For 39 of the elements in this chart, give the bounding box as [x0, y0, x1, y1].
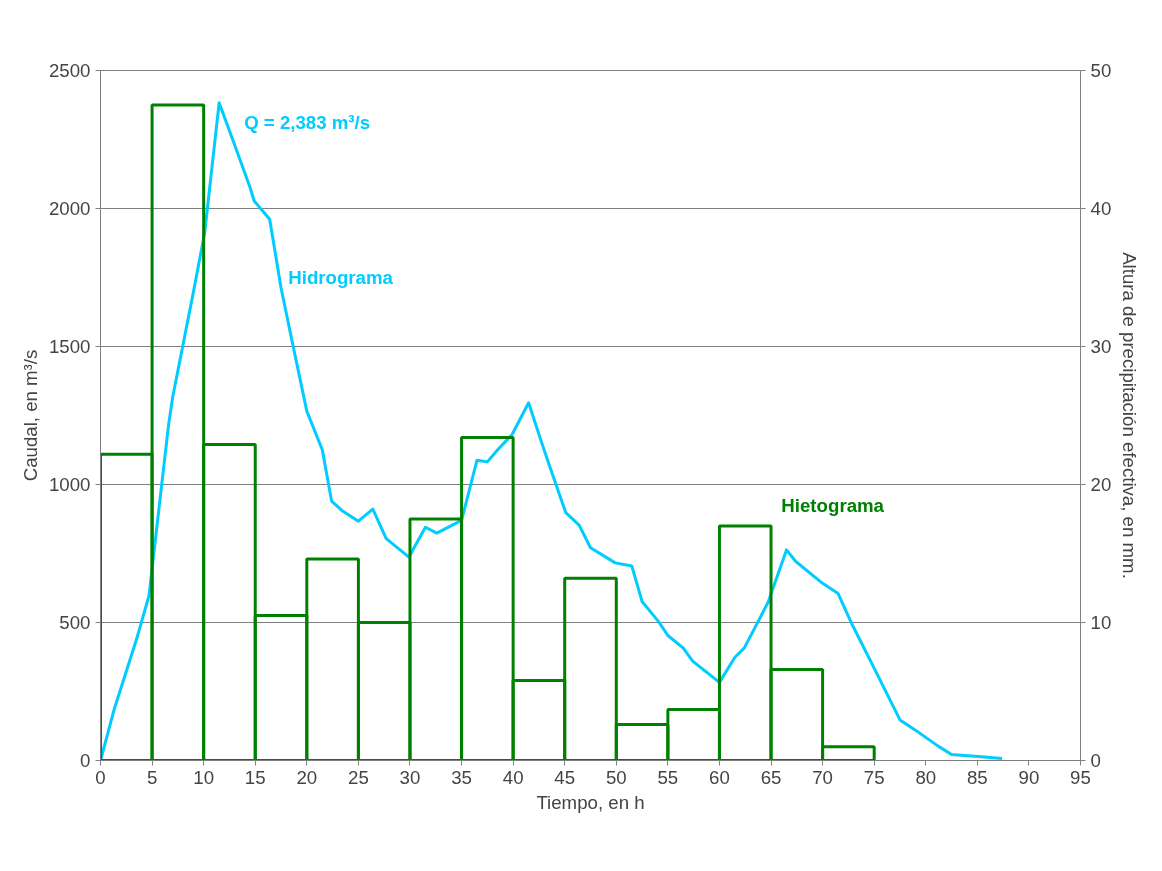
- x-tick-label: 75: [863, 766, 885, 788]
- x-tick-label: 45: [554, 766, 576, 788]
- x-axis-title: Tiempo, en h: [536, 791, 645, 813]
- x-tick-label: 40: [502, 766, 524, 788]
- x-tick-label: 65: [760, 766, 782, 788]
- y2-tick-label: 0: [1090, 750, 1101, 771]
- y-tick-label: 500: [59, 612, 91, 633]
- line-series: [100, 101, 1004, 761]
- x-tick-label: 55: [657, 766, 679, 788]
- x-tick-label: 95: [1070, 766, 1091, 788]
- x-tick-label: 5: [146, 766, 158, 788]
- x-tick-label: 35: [451, 766, 472, 788]
- x-tick-label: 80: [915, 766, 937, 788]
- x-tick-label: 85: [966, 766, 988, 788]
- y2-tick-label: 10: [1090, 612, 1112, 633]
- y2-axis-title: Altura de precipitación efectiva, en mm.: [1119, 252, 1141, 579]
- x-tick-label: 0: [95, 766, 106, 788]
- x-tick-label: 90: [1018, 766, 1040, 788]
- y-tick-label: 1500: [49, 336, 91, 357]
- y-tick-label: 0: [80, 750, 91, 771]
- series-label: Hidrograma: [288, 267, 394, 288]
- x-tick-label: 20: [296, 766, 318, 788]
- y2-tick-label: 20: [1090, 474, 1112, 495]
- x-tick-label: 50: [605, 766, 627, 788]
- x-tick-label: 25: [348, 766, 369, 788]
- x-tick-label: 10: [193, 766, 215, 788]
- y2-tick-label: 40: [1090, 198, 1112, 219]
- y-tick-label: 1000: [49, 474, 91, 495]
- x-tick-label: 60: [709, 766, 730, 788]
- y-tick-label: 2500: [49, 60, 91, 81]
- annotation: Q = 2,383 m³/s: [244, 112, 371, 134]
- x-tick-label: 15: [244, 766, 266, 788]
- y-tick-label: 2000: [49, 198, 91, 219]
- x-tick-label: 70: [812, 766, 833, 788]
- y2-tick-label: 50: [1090, 60, 1112, 81]
- y2-tick-label: 30: [1090, 336, 1112, 357]
- series-label: Hietograma: [781, 494, 885, 516]
- x-tick-label: 30: [399, 766, 421, 788]
- y-axis-title: Caudal, en m³/s: [20, 349, 41, 482]
